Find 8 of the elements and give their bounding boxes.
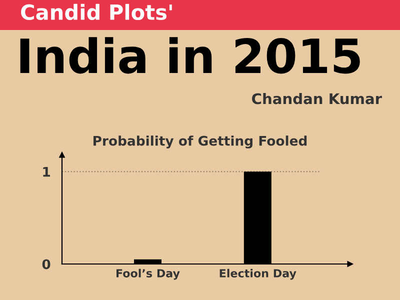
y-tick-label: 0 <box>42 259 50 270</box>
text: Chandan Kumar <box>252 92 382 104</box>
y-tick-label: 1 <box>43 167 50 177</box>
chart-subtitle: Probability of Getting Fooled <box>94 136 307 148</box>
chart-title: India in 2015 <box>20 37 360 74</box>
x-tick-label: Election Day <box>220 268 296 280</box>
text: Candid Plots' <box>21 4 172 20</box>
x-tick-label: Fool’s Day <box>116 268 180 280</box>
